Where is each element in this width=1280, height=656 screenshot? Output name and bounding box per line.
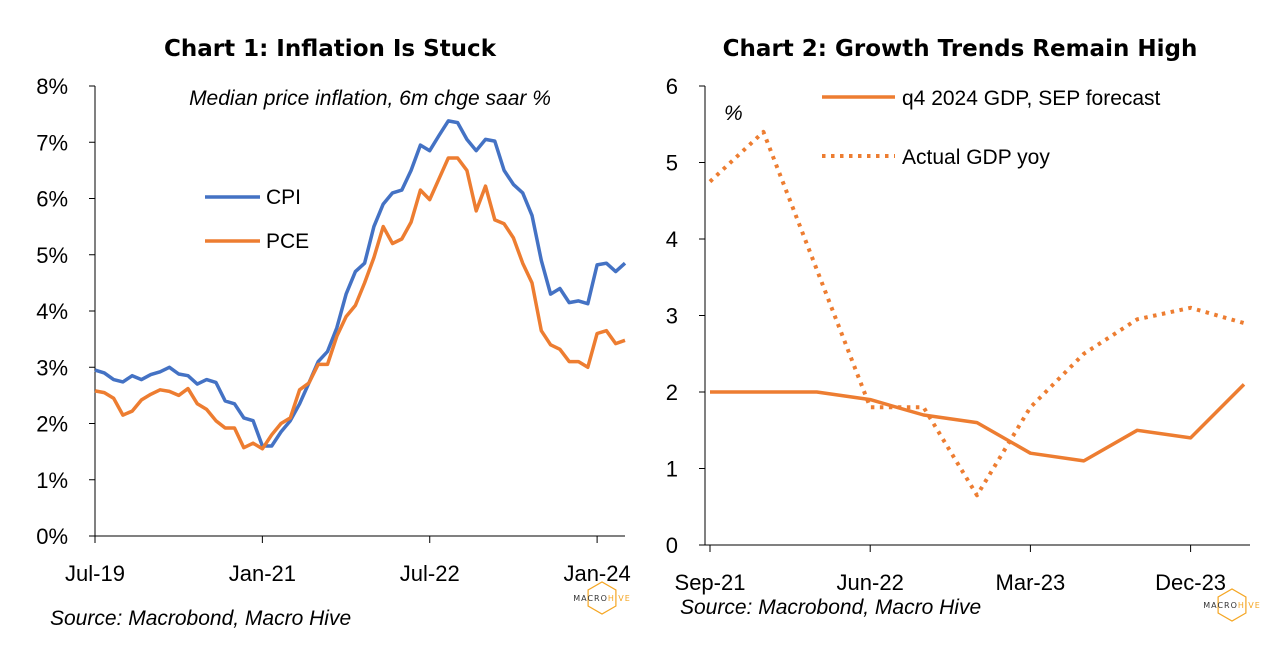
chart1-legend-label-pce: PCE — [266, 230, 309, 253]
chart2-x-tick-label: Jun-22 — [837, 570, 904, 595]
chart1-x-tick-label: Jul-22 — [400, 561, 460, 586]
chart1-y-tick-label: 1% — [36, 468, 68, 493]
chart2-y-tick-label: 6 — [666, 74, 678, 99]
chart1-x-tick-label: Jan-21 — [229, 561, 296, 586]
chart2-y-tick-label: 2 — [666, 380, 678, 405]
chart2-unit-label: % — [724, 102, 743, 125]
chart2-x-tick-label: Sep-21 — [675, 570, 746, 595]
chart2-source: Source: Macrobond, Macro Hive — [680, 596, 981, 619]
chart2-title: Chart 2: Growth Trends Remain High — [723, 36, 1198, 62]
chart2-legend-label-sep-forecast: q4 2024 GDP, SEP forecast — [902, 87, 1161, 110]
logo-wordmark-part1: MACRO — [1203, 601, 1238, 610]
chart1-source: Source: Macrobond, Macro Hive — [50, 607, 351, 630]
chart2-series-actual-gdp — [708, 129, 1245, 498]
chart2-x-tick-label: Dec-23 — [1155, 570, 1226, 595]
chart1-x-tick-label: Jul-19 — [65, 561, 125, 586]
chart2-y-tick-label: 5 — [666, 151, 678, 176]
logo-wordmark-part1: MACRO — [573, 594, 608, 603]
macro-hive-logo-chart1: MACROHIVE — [573, 581, 631, 615]
chart1-x-tick-label: Jan-24 — [563, 561, 630, 586]
logo-wordmark: MACROHIVE — [1203, 601, 1261, 610]
chart1-y-tick-label: 0% — [36, 524, 68, 549]
chart2-legend-label-actual-gdp: Actual GDP yoy — [902, 146, 1050, 169]
chart1-series-cpi — [94, 119, 627, 448]
chart1-y-tick-label: 4% — [36, 299, 68, 324]
chart1-y-tick-label: 6% — [36, 187, 68, 212]
chart2-series-sep-forecast — [710, 383, 1246, 463]
chart1-y-tick-label: 8% — [36, 74, 68, 99]
chart2-y-tick-label: 3 — [666, 304, 678, 329]
logo-wordmark-part2: HIVE — [1238, 601, 1261, 610]
chart1-series-pce — [94, 156, 626, 451]
chart2-x-tick-label: Mar-23 — [996, 570, 1066, 595]
chart1-subtitle: Median price inflation, 6m chge saar % — [189, 87, 551, 110]
chart2-y-tick-label: 4 — [666, 227, 678, 252]
macro-hive-logo-chart2: MACROHIVE — [1203, 588, 1261, 622]
chart1-y-tick-label: 5% — [36, 243, 68, 268]
logo-wordmark: MACROHIVE — [573, 594, 631, 603]
chart1-y-tick-label: 3% — [36, 355, 68, 380]
logo-hexagon-icon — [587, 581, 617, 615]
chart2-y-tick-label: 1 — [666, 457, 678, 482]
chart1-legend-label-cpi: CPI — [266, 186, 301, 209]
logo-wordmark-part2: HIVE — [608, 594, 631, 603]
logo-hexagon-icon — [1217, 588, 1247, 622]
chart1-y-tick-label: 7% — [36, 130, 68, 155]
chart1-y-tick-label: 2% — [36, 412, 68, 437]
chart1-title: Chart 1: Inflation Is Stuck — [164, 36, 497, 62]
chart2-y-tick-label: 0 — [666, 533, 678, 558]
